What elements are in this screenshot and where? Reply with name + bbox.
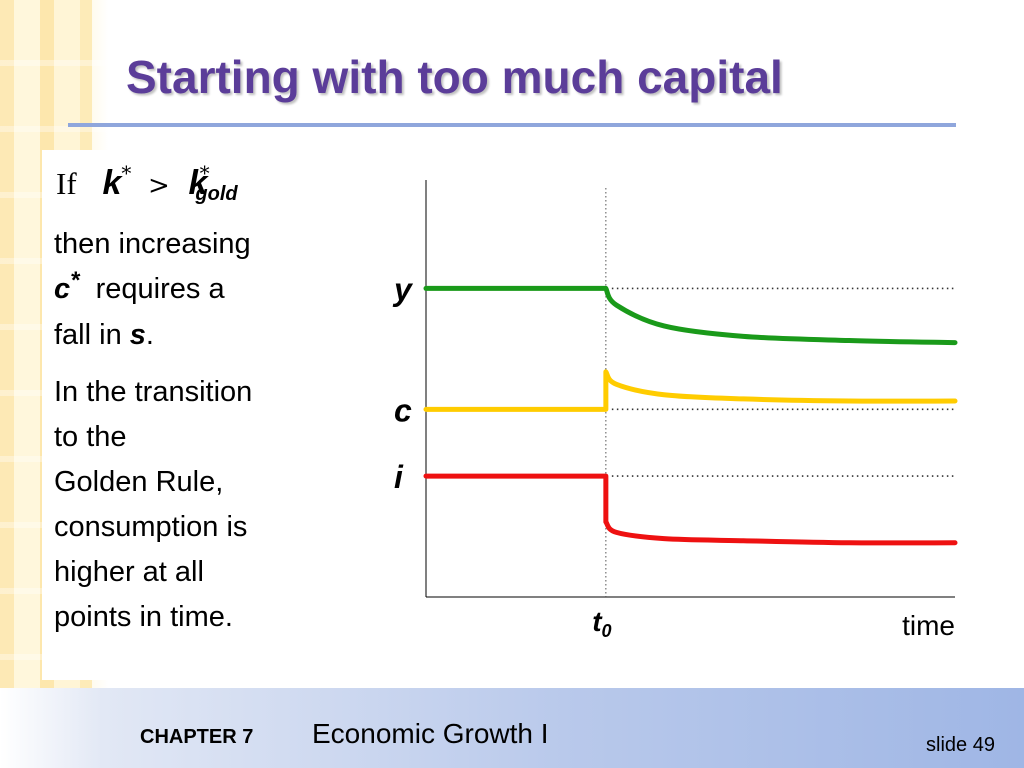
series-line-y xyxy=(423,285,958,346)
para1-period: . xyxy=(145,319,154,351)
k-star-var: k xyxy=(102,164,122,202)
para2-line: higher at all xyxy=(54,556,204,588)
text-panel xyxy=(42,150,320,680)
k-star-mark: * xyxy=(121,161,132,185)
k-gold-star-mark: * xyxy=(199,161,210,185)
s-var: s xyxy=(129,319,146,351)
gold-subscript: gold xyxy=(195,183,238,205)
transition-chart: y ci t0 time xyxy=(392,180,958,641)
series-line-c xyxy=(423,369,958,412)
c-star-mark: * xyxy=(70,267,80,294)
para2-line: to the xyxy=(54,421,127,453)
series-line-i xyxy=(423,473,958,546)
series-label-y: y xyxy=(392,271,414,307)
title-divider xyxy=(68,123,956,127)
para2-line: consumption is xyxy=(54,511,248,543)
para2-line: points in time. xyxy=(54,601,233,633)
para1-text-a: then increasing xyxy=(54,228,251,260)
series-label-i: i xyxy=(394,459,404,495)
para1-text-b: requires a xyxy=(95,273,225,305)
if-word: If xyxy=(56,166,77,201)
para1-text-c: fall in xyxy=(54,319,122,351)
greater-than-sign: > xyxy=(148,171,170,201)
footer-bar xyxy=(0,688,1024,768)
paragraph-increasing-c: then increasing c* requires a fall in s. xyxy=(54,222,324,358)
x-axis-label: time xyxy=(902,610,955,641)
event-label-main: t xyxy=(592,606,603,637)
paragraph-transition: In the transition to the Golden Rule, co… xyxy=(54,370,324,640)
k-gold-var: k xyxy=(188,164,208,202)
page-title: Starting with too much capital xyxy=(126,51,783,103)
c-var: c xyxy=(54,273,71,305)
condition-formula: If k* > kgold* xyxy=(56,161,238,212)
event-label: t0 xyxy=(592,606,611,641)
event-label-sub: 0 xyxy=(602,621,612,641)
book-title: Economic Growth I xyxy=(312,718,549,749)
chapter-label: CHAPTER 7 xyxy=(140,726,254,748)
slide-number: slide 49 xyxy=(926,734,995,756)
series-label-c: c xyxy=(394,392,412,428)
para2-line: Golden Rule, xyxy=(54,466,224,498)
para2-line: In the transition xyxy=(54,376,253,408)
